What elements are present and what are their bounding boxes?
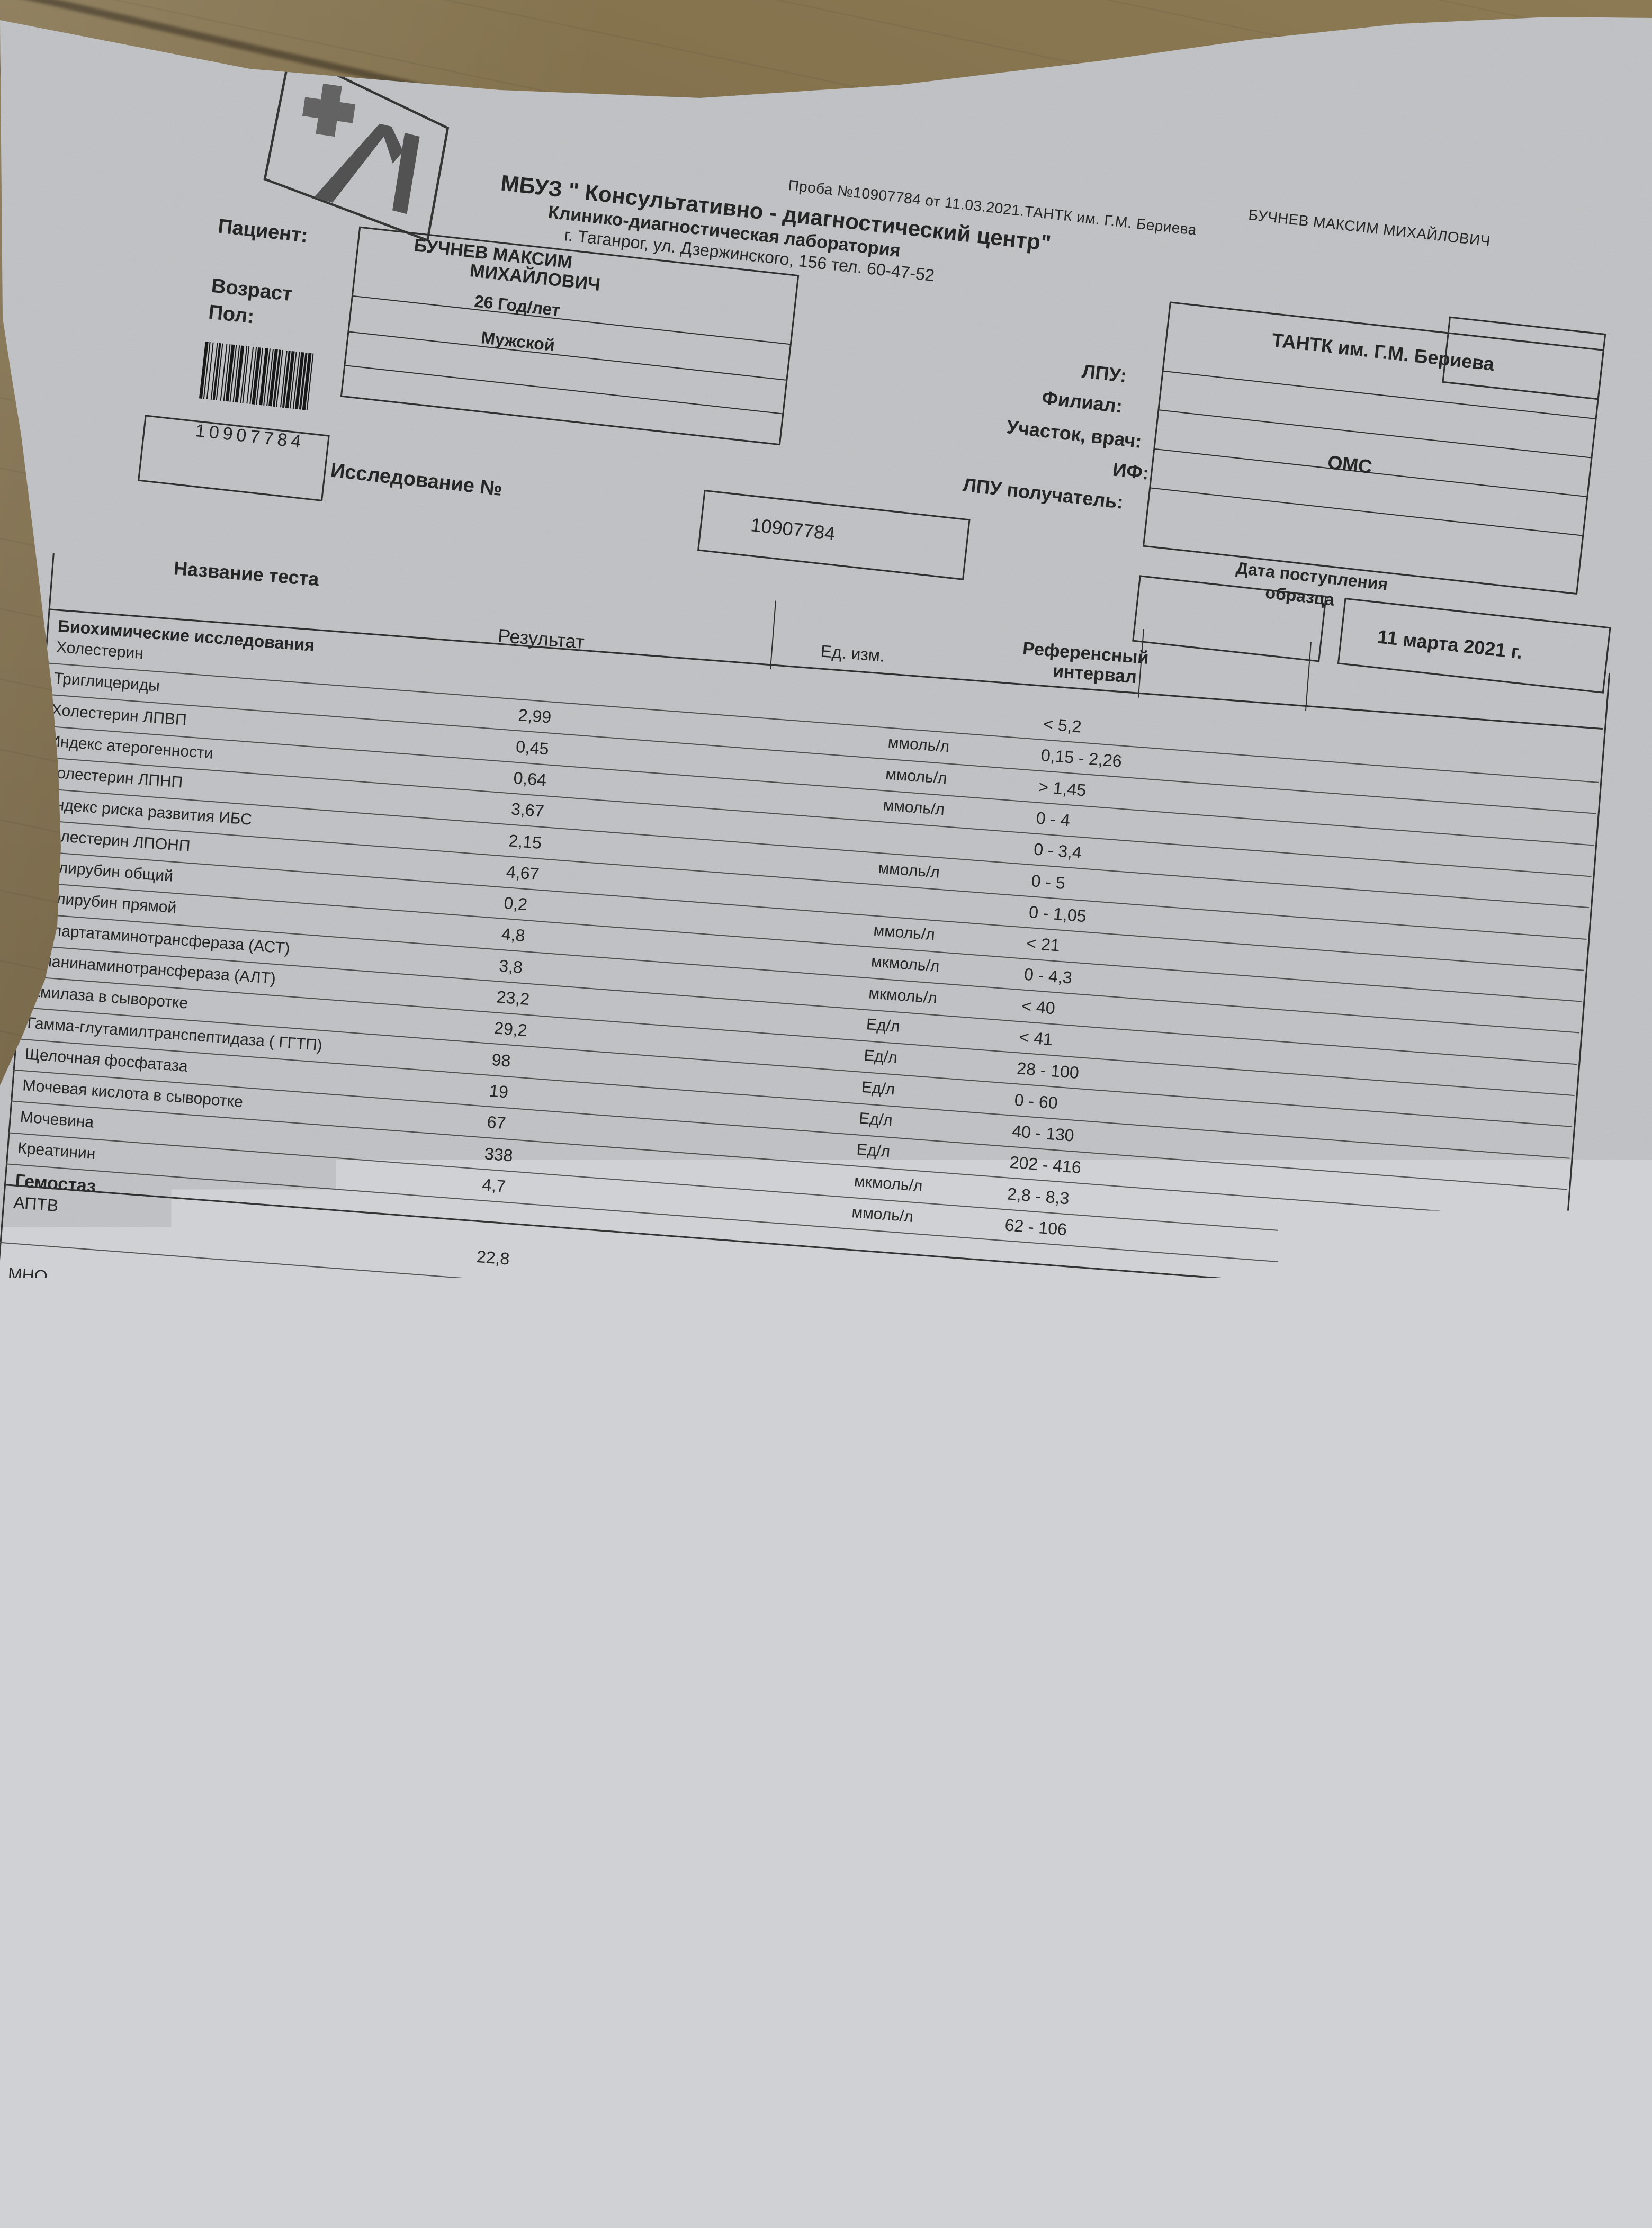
svg-text:ДИАГНОСТИЧЕСКАЯ: ДИАГНОСТИЧЕСКАЯ — [768, 2060, 837, 2120]
svg-text:МБУЗ: МБУЗ — [669, 2017, 710, 2034]
svg-text:«КДЦ»: «КДЦ» — [661, 2036, 715, 2056]
svg-text:г.Таганрог: г.Таганрог — [661, 2056, 715, 2071]
svg-text:лаборатория: лаборатория — [642, 2079, 732, 2098]
svg-text:К Л И Н И К О -: К Л И Н И К О - — [591, 1983, 647, 2061]
